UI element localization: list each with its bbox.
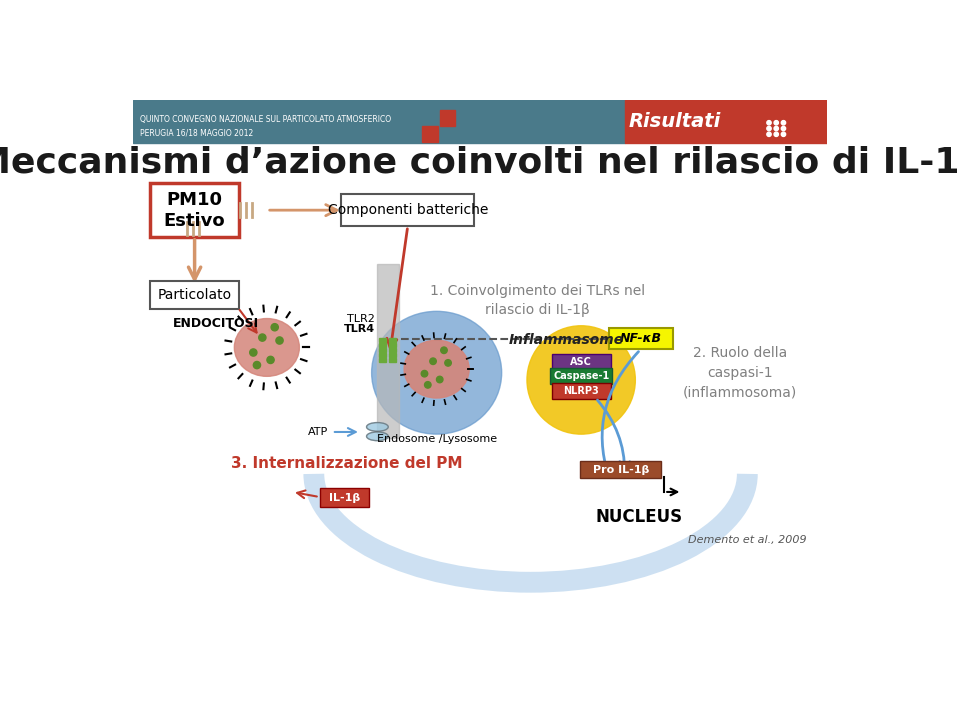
Circle shape [781, 132, 785, 136]
Text: Caspase-1: Caspase-1 [553, 371, 610, 381]
Bar [389, 358, 396, 362]
Circle shape [437, 376, 443, 383]
FancyBboxPatch shape [609, 328, 673, 349]
Circle shape [276, 337, 283, 344]
Text: Demento et al., 2009: Demento et al., 2009 [688, 536, 806, 546]
Text: PM10
Estivo: PM10 Estivo [164, 191, 226, 230]
Text: 3. Internalizzazione del PM: 3. Internalizzazione del PM [230, 455, 462, 470]
Circle shape [444, 360, 451, 366]
FancyBboxPatch shape [341, 195, 474, 226]
Text: 1. Coinvolgimento dei TLRs nel
rilascio di IL-1β: 1. Coinvolgimento dei TLRs nel rilascio … [430, 284, 645, 317]
Ellipse shape [367, 432, 388, 441]
Bar [389, 353, 396, 357]
Ellipse shape [372, 312, 502, 434]
Circle shape [424, 381, 431, 388]
Text: PERUGIA 16/18 MAGGIO 2012: PERUGIA 16/18 MAGGIO 2012 [140, 129, 253, 137]
FancyBboxPatch shape [550, 368, 612, 384]
Circle shape [774, 126, 779, 131]
Text: TLR2: TLR2 [348, 314, 375, 324]
Circle shape [781, 121, 785, 125]
Text: NUCLEUS: NUCLEUS [595, 508, 683, 526]
FancyBboxPatch shape [581, 461, 661, 478]
Text: Pro IL-1β: Pro IL-1β [592, 465, 649, 475]
Text: ASC: ASC [570, 357, 592, 367]
Circle shape [250, 349, 257, 356]
Text: Endosome /Lysosome: Endosome /Lysosome [376, 434, 496, 444]
Circle shape [781, 126, 785, 131]
FancyBboxPatch shape [552, 354, 611, 370]
Text: NLRP3: NLRP3 [564, 386, 599, 396]
Bar [422, 126, 438, 141]
Bar [379, 338, 386, 342]
Text: Particolato: Particolato [157, 289, 231, 302]
Bar [379, 343, 386, 347]
Bar [379, 358, 386, 362]
Circle shape [421, 370, 428, 377]
FancyBboxPatch shape [552, 383, 611, 398]
Ellipse shape [404, 340, 469, 398]
Text: Inflammasome: Inflammasome [509, 333, 624, 348]
Circle shape [774, 121, 779, 125]
Text: Meccanismi d’azione coinvolti nel rilascio di IL-1β: Meccanismi d’azione coinvolti nel rilasc… [0, 146, 960, 180]
FancyBboxPatch shape [150, 281, 239, 309]
Bar [133, 100, 625, 143]
Ellipse shape [367, 423, 388, 432]
Circle shape [527, 326, 636, 434]
Circle shape [767, 121, 771, 125]
Text: ENDOCITOSI: ENDOCITOSI [173, 317, 259, 330]
Ellipse shape [234, 319, 300, 376]
Text: ATP: ATP [308, 427, 328, 437]
Circle shape [259, 334, 266, 341]
Text: NF-κB: NF-κB [619, 332, 661, 345]
Circle shape [767, 132, 771, 136]
FancyBboxPatch shape [321, 488, 369, 507]
FancyBboxPatch shape [150, 183, 239, 237]
Circle shape [430, 358, 436, 365]
Circle shape [253, 361, 260, 368]
Bar [377, 264, 399, 438]
Bar [625, 100, 827, 143]
Circle shape [271, 324, 278, 331]
Circle shape [767, 126, 771, 131]
Text: TLR4: TLR4 [344, 325, 375, 335]
Circle shape [267, 356, 275, 363]
Text: Componenti batteriche: Componenti batteriche [327, 203, 488, 217]
Circle shape [774, 132, 779, 136]
Bar [379, 353, 386, 357]
Bar [379, 348, 386, 352]
Text: IL-1β: IL-1β [328, 493, 360, 503]
Bar [389, 348, 396, 352]
Circle shape [441, 347, 447, 353]
Text: Risultati: Risultati [629, 112, 721, 131]
Bar [389, 343, 396, 347]
Bar [389, 338, 396, 342]
Bar [440, 110, 455, 126]
Text: QUINTO CONVEGNO NAZIONALE SUL PARTICOLATO ATMOSFERICO: QUINTO CONVEGNO NAZIONALE SUL PARTICOLAT… [140, 116, 392, 124]
Text: 2. Ruolo della
caspasi-1
(inflammosoma): 2. Ruolo della caspasi-1 (inflammosoma) [683, 346, 797, 399]
